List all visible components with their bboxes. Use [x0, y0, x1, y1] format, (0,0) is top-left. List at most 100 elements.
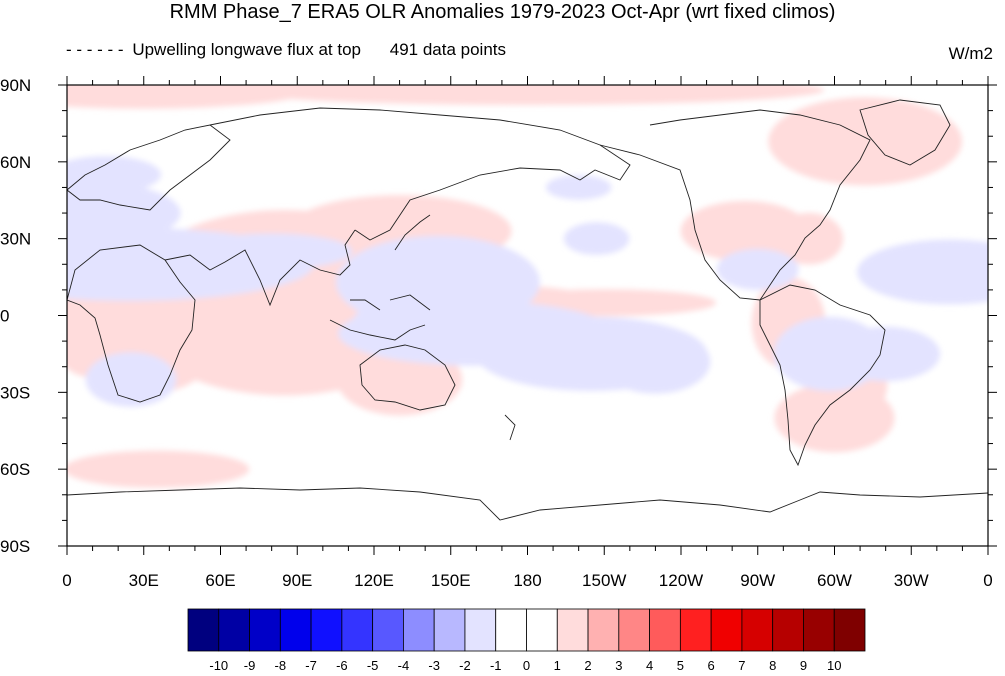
- coast-japan: [394, 214, 431, 251]
- longitude-tick-label: 90W: [740, 571, 775, 590]
- colorbar-label: 5: [677, 658, 684, 673]
- anomaly-negative: [857, 239, 988, 305]
- coast-north-america: [599, 109, 871, 301]
- variable-description: Upwelling longwave flux at top: [132, 40, 362, 59]
- colorbar-swatch: [649, 608, 681, 652]
- anomaly-contour: [563, 222, 630, 256]
- longitude-labels: 0 30E 60E 90E 120E 150E 180 150W 120W 90W 60W 30W 0: [62, 571, 992, 590]
- colorbar-label: 3: [615, 658, 622, 673]
- colorbar-label: 6: [708, 658, 715, 673]
- colorbar-label: -7: [305, 658, 317, 673]
- anomaly-negative: [85, 352, 177, 407]
- anomaly-contour: [831, 326, 941, 382]
- data-point-count: 491 data points: [389, 40, 507, 59]
- colorbar-swatch: [556, 608, 589, 652]
- colorbar-label: 8: [769, 658, 776, 673]
- colorbar-label: -3: [428, 658, 440, 673]
- colorbar-label: 2: [584, 658, 591, 673]
- latitude-tick-label: 30N: [0, 230, 31, 249]
- colorbar-swatch: [833, 608, 866, 652]
- colorbar-label: -10: [209, 658, 228, 673]
- coast-asia-north: [209, 107, 631, 241]
- colorbar-swatch: [341, 608, 374, 652]
- colorbar-swatch: [218, 608, 250, 652]
- coastlines: [67, 99, 988, 521]
- latitude-tick-label: 60N: [0, 153, 31, 172]
- colorbar-swatch: [803, 608, 835, 652]
- colorbar-swatch: [249, 608, 281, 652]
- colorbar-swatch: [464, 608, 497, 652]
- units-label: W/m2: [948, 44, 993, 63]
- coast-new-zealand: [504, 414, 516, 441]
- colorbar-swatch: [587, 608, 620, 652]
- longitude-tick-label: 30E: [129, 571, 159, 590]
- colorbar-swatch: [279, 608, 312, 652]
- anomaly-contour: [191, 233, 353, 270]
- plot-area: 90N 60N 30N 0 30S 60S 90S 0 30E 60E 90E 120E 150E 18…: [0, 76, 997, 590]
- anomaly-contour: [67, 450, 250, 488]
- coast-greenland: [859, 99, 951, 166]
- colorbar-label: 7: [738, 658, 745, 673]
- colorbar-label: -9: [244, 658, 256, 673]
- coast-antarctica: [67, 487, 988, 521]
- longitude-tick-label: 60E: [205, 571, 235, 590]
- colorbar-swatch: [310, 608, 343, 652]
- anomaly-contour: [230, 85, 825, 105]
- coast-africa: [67, 244, 196, 403]
- coast-europe: [67, 124, 231, 211]
- anomaly-contour: [716, 248, 799, 290]
- anomaly-negative: [67, 182, 181, 244]
- colorbar-label: -8: [275, 658, 287, 673]
- colorbar-swatch: [372, 608, 404, 652]
- anomaly-positive: [774, 383, 895, 453]
- longitude-tick-label: 120W: [659, 571, 703, 590]
- colorbar-swatch: [741, 608, 774, 652]
- anomaly-negative: [831, 326, 941, 382]
- longitude-tick-label: 0: [62, 571, 71, 590]
- anomaly-positive: [768, 97, 963, 186]
- longitude-tick-label: 60W: [817, 571, 852, 590]
- anomaly-contour: [774, 383, 895, 453]
- latitude-tick-label: 90N: [0, 76, 31, 95]
- coast-asia-south: [164, 229, 356, 307]
- colorbar-swatch: [526, 608, 558, 652]
- colorbar: [187, 608, 866, 652]
- anomaly-negative: [563, 222, 630, 256]
- longitude-tick-label: 180: [513, 571, 541, 590]
- anomaly-negative: [545, 175, 612, 200]
- anomaly-positive: [774, 212, 844, 265]
- anomaly-contour: [774, 212, 844, 265]
- map-subtitle: - - - - - - Upwelling longwave flux at t…: [66, 40, 506, 60]
- colorbar-label: -5: [367, 658, 379, 673]
- coast-australia: [359, 344, 456, 411]
- axis-ticks: [58, 76, 997, 555]
- coast-south-america: [759, 284, 886, 467]
- anomaly-negative: [600, 329, 711, 394]
- longitude-tick-label: 0: [983, 571, 992, 590]
- colorbar-label: -4: [398, 658, 410, 673]
- anomaly-contour: [600, 329, 711, 394]
- colorbar-label: 1: [554, 658, 561, 673]
- latitude-labels: 90N 60N 30N 0 30S 60S 90S: [0, 76, 31, 556]
- colorbar-swatch: [772, 608, 804, 652]
- colorbar-swatch: [679, 608, 712, 652]
- anomaly-negative: [350, 301, 423, 356]
- anomaly-contour: [67, 279, 138, 378]
- colorbar-labels: -10 -9 -8 -7 -6 -5 -4 -3 -2 -1 0 1 2 3 4 5 6 7 8 9 10: [209, 658, 841, 673]
- colorbar-swatch: [433, 608, 466, 652]
- anomaly-positive: [230, 85, 825, 105]
- longitude-tick-label: 90E: [282, 571, 312, 590]
- anomaly-negative: [191, 233, 353, 270]
- colorbar-label: -6: [336, 658, 348, 673]
- latitude-tick-label: 60S: [0, 460, 30, 479]
- colorbar-label: -1: [490, 658, 502, 673]
- colorbar-label: 10: [827, 658, 841, 673]
- anomaly-contour: [85, 352, 177, 407]
- anomaly-contour: [545, 175, 612, 200]
- anomaly-contour: [768, 97, 963, 186]
- longitude-tick-label: 150W: [582, 571, 626, 590]
- longitude-tick-label: 120E: [354, 571, 394, 590]
- anomaly-contour: [350, 301, 423, 356]
- anomaly-contour: [857, 239, 988, 305]
- anomaly-positive: [67, 450, 250, 488]
